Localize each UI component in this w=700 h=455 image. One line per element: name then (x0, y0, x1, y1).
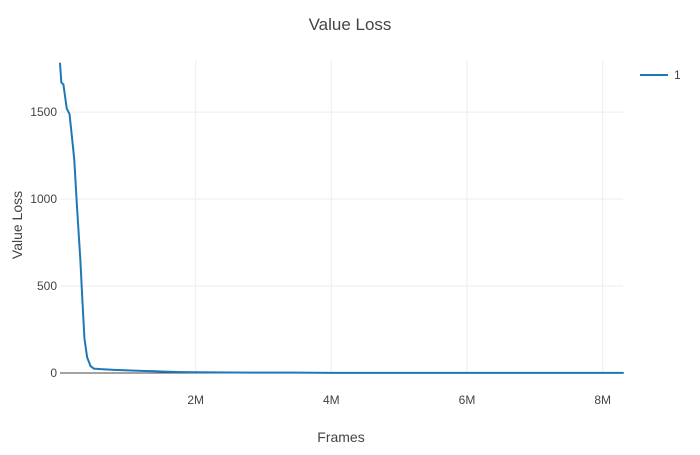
series-layer (59, 62, 624, 374)
y-tick-label: 500 (37, 279, 57, 293)
y-axis-ticks: 0 500 1000 1500 (30, 105, 57, 380)
x-tick-label: 2M (187, 393, 204, 407)
x-axis-ticks: 2M 4M 6M 8M (187, 393, 611, 407)
chart-title: Value Loss (309, 15, 392, 34)
x-tick-label: 4M (323, 393, 340, 407)
y-tick-label: 0 (50, 366, 57, 380)
y-tick-label: 1000 (30, 192, 57, 206)
x-axis-title: Frames (317, 429, 364, 445)
x-tick-label: 8M (594, 393, 611, 407)
x-tick-label: 6M (459, 393, 476, 407)
series-line-1[interactable] (59, 62, 624, 374)
legend-label-series-1: 1 (674, 68, 681, 82)
y-axis-title: Value Loss (9, 191, 25, 259)
legend[interactable]: 1 (640, 68, 681, 82)
grid (60, 60, 623, 373)
y-tick-label: 1500 (30, 105, 57, 119)
